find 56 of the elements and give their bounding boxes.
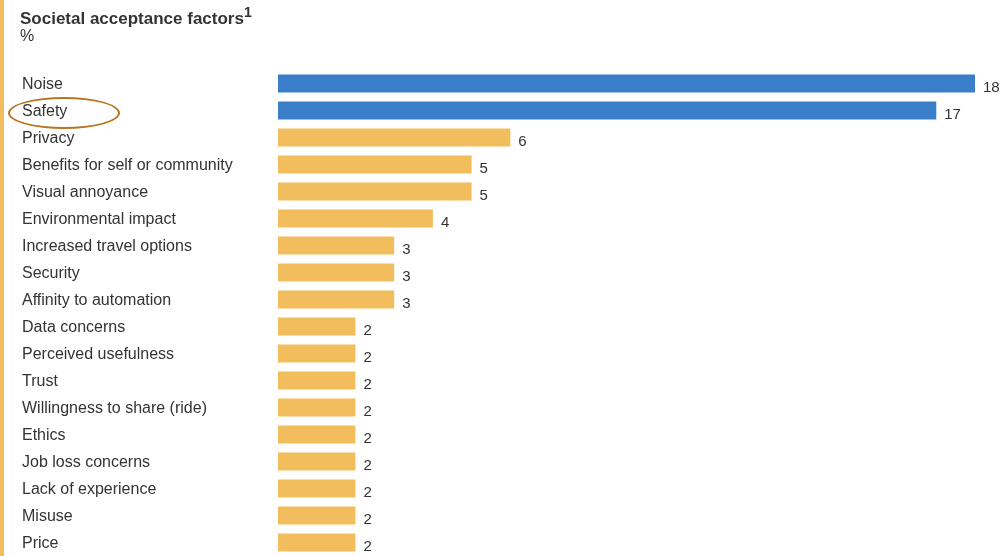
data-label: 3 (402, 267, 411, 284)
y-tick-label: Trust (22, 372, 59, 389)
y-tick-label: Visual annoyance (22, 183, 149, 200)
bar (278, 74, 975, 93)
bar (278, 398, 356, 417)
bar (278, 101, 937, 120)
data-label: 2 (363, 402, 372, 419)
y-tick-label: Increased travel options (22, 237, 192, 254)
bar (278, 452, 356, 471)
data-label: 2 (363, 375, 372, 392)
data-label: 2 (363, 537, 372, 554)
y-tick-label: Lack of experience (22, 480, 157, 497)
bar (278, 209, 433, 228)
text: Societal acceptance factors$^{1}$ (20, 4, 252, 29)
data-label: 5 (479, 186, 488, 203)
data-label: 17 (944, 105, 961, 122)
bar (278, 236, 395, 255)
data-label: 18 (983, 78, 1000, 95)
y-tick-label: Willingness to share (ride) (22, 399, 207, 416)
bar (278, 290, 395, 309)
y-tick-label: Data concerns (22, 318, 126, 335)
bar (278, 155, 472, 174)
y-tick-label: Misuse (22, 507, 73, 524)
y-tick-label: Benefits for self or community (22, 156, 233, 173)
data-label: 2 (363, 456, 372, 473)
y-tick-label: Noise (22, 75, 64, 92)
bar (278, 182, 472, 201)
text: % (20, 27, 35, 45)
data-label: 2 (363, 429, 372, 446)
bar (278, 533, 356, 552)
data-label: 5 (479, 159, 488, 176)
data-label: 6 (518, 132, 527, 149)
y-tick-label: Price (22, 534, 59, 551)
y-tick-label: Affinity to automation (22, 291, 172, 308)
data-label: 3 (402, 294, 411, 311)
bar (278, 344, 356, 363)
y-tick-label: Security (22, 264, 80, 281)
bar (278, 371, 356, 390)
bar (278, 425, 356, 444)
y-tick-label: Ethics (22, 426, 66, 443)
bar (278, 506, 356, 525)
bar (278, 479, 356, 498)
y-tick-label: Privacy (22, 129, 75, 146)
y-tick-label: Environmental impact (22, 210, 177, 227)
y-tick-label: Safety (22, 102, 68, 119)
data-label: 2 (363, 483, 372, 500)
y-tick-label: Perceived usefulness (22, 345, 175, 362)
y-tick-label: Job loss concerns (22, 453, 151, 470)
data-label: 4 (440, 213, 450, 230)
bar (278, 128, 511, 147)
data-label: 2 (363, 321, 372, 338)
data-label: 2 (363, 348, 372, 365)
bar (278, 317, 356, 336)
data-label: 3 (402, 240, 411, 257)
bar (278, 263, 395, 282)
data-label: 2 (363, 510, 372, 527)
